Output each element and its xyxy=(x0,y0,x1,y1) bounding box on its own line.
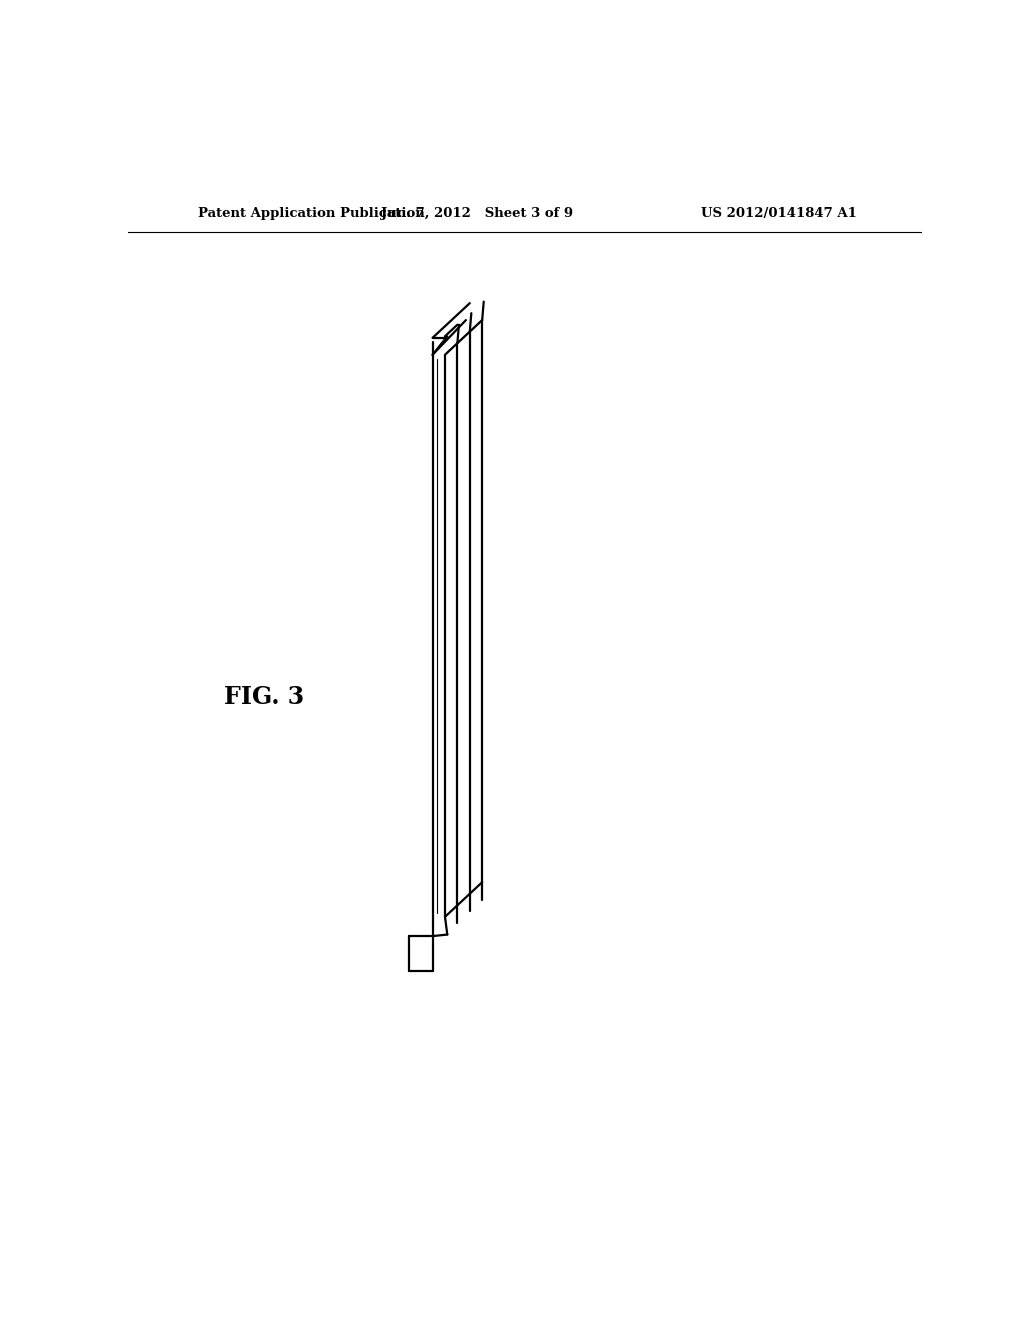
Text: Jun. 7, 2012   Sheet 3 of 9: Jun. 7, 2012 Sheet 3 of 9 xyxy=(381,207,572,220)
Text: Patent Application Publication: Patent Application Publication xyxy=(198,207,425,220)
Text: FIG. 3: FIG. 3 xyxy=(223,685,304,709)
Text: US 2012/0141847 A1: US 2012/0141847 A1 xyxy=(700,207,856,220)
